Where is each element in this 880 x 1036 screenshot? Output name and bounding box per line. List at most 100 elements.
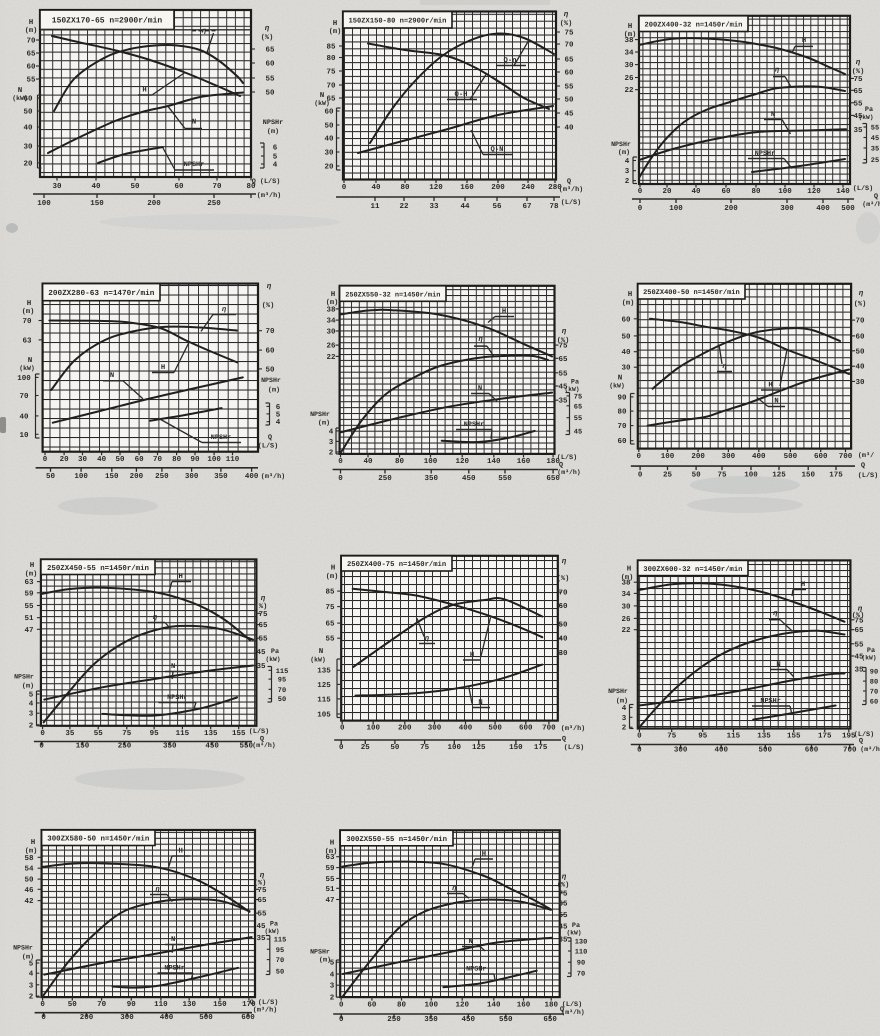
svg-text:50: 50 — [390, 743, 400, 752]
svg-text:140: 140 — [836, 187, 850, 196]
svg-text:200: 200 — [147, 199, 161, 208]
svg-text:N: N — [18, 87, 23, 95]
svg-text:(m): (m) — [325, 847, 338, 856]
svg-text:70: 70 — [564, 41, 574, 50]
svg-text:26: 26 — [624, 74, 634, 83]
svg-text:100: 100 — [661, 452, 675, 461]
svg-text:55: 55 — [24, 603, 34, 611]
svg-text:(L/S): (L/S) — [858, 472, 878, 480]
svg-text:300ZX580-50 n=1450r/min: 300ZX580-50 n=1450r/min — [47, 835, 149, 844]
svg-text:55: 55 — [265, 76, 275, 84]
svg-text:300: 300 — [722, 452, 736, 461]
svg-text:(%): (%) — [557, 574, 570, 583]
svg-text:110: 110 — [575, 949, 588, 957]
svg-text:250ZX400-50 n=1450r/min: 250ZX400-50 n=1450r/min — [643, 288, 740, 297]
svg-text:130: 130 — [575, 939, 588, 947]
svg-text:N: N — [771, 111, 775, 119]
svg-text:50: 50 — [46, 472, 56, 481]
svg-text:75: 75 — [717, 472, 727, 480]
svg-text:60: 60 — [23, 95, 33, 104]
svg-text:35: 35 — [256, 662, 266, 671]
svg-text:0: 0 — [638, 471, 643, 480]
svg-text:50: 50 — [130, 182, 140, 191]
svg-text:100: 100 — [37, 199, 51, 208]
svg-text:140: 140 — [487, 457, 501, 466]
svg-text:35: 35 — [854, 666, 864, 675]
svg-text:38: 38 — [326, 305, 336, 314]
svg-text:59: 59 — [325, 864, 335, 873]
svg-text:4: 4 — [625, 158, 630, 166]
svg-text:0: 0 — [342, 183, 347, 192]
svg-text:40: 40 — [23, 124, 33, 133]
svg-text:NPSHr: NPSHr — [464, 421, 484, 429]
svg-text:(kW): (kW) — [861, 655, 876, 662]
svg-text:95: 95 — [150, 729, 160, 738]
svg-text:NPSHr: NPSHr — [608, 688, 628, 695]
svg-text:175: 175 — [829, 472, 843, 480]
svg-text:70: 70 — [212, 182, 222, 191]
svg-text:65: 65 — [558, 355, 568, 364]
svg-text:(%): (%) — [262, 301, 275, 310]
svg-text:75: 75 — [257, 887, 267, 895]
svg-text:65: 65 — [26, 50, 36, 59]
svg-text:0: 0 — [39, 742, 44, 751]
svg-text:45: 45 — [854, 654, 864, 662]
svg-text:200: 200 — [398, 724, 412, 733]
svg-text:NPSHr: NPSHr — [261, 377, 281, 384]
svg-text:N: N — [618, 375, 623, 383]
svg-text:70: 70 — [326, 82, 336, 91]
svg-text:75: 75 — [854, 617, 864, 625]
svg-text:H: H — [27, 300, 32, 308]
svg-text:95: 95 — [698, 732, 708, 741]
svg-text:Pa: Pa — [572, 922, 580, 930]
svg-text:100: 100 — [366, 724, 380, 733]
svg-text:200ZX400-32 n=1450r/min: 200ZX400-32 n=1450r/min — [645, 20, 743, 29]
svg-text:(%): (%) — [255, 602, 268, 611]
svg-text:11: 11 — [370, 203, 380, 211]
svg-text:η: η — [222, 306, 227, 314]
svg-text:H: H — [470, 652, 474, 660]
svg-text:80: 80 — [395, 457, 405, 466]
svg-text:110: 110 — [154, 1000, 168, 1009]
svg-text:3: 3 — [29, 981, 34, 990]
svg-text:240: 240 — [521, 183, 535, 192]
svg-text:150: 150 — [90, 199, 104, 208]
svg-text:(m³/: (m³/ — [858, 452, 874, 460]
svg-text:700: 700 — [843, 746, 857, 755]
svg-text:160: 160 — [460, 183, 474, 192]
svg-text:70: 70 — [278, 687, 286, 695]
svg-text:5: 5 — [29, 692, 34, 700]
svg-text:135: 135 — [204, 729, 218, 738]
svg-text:500: 500 — [759, 746, 773, 755]
svg-text:50: 50 — [558, 621, 568, 630]
svg-text:55: 55 — [574, 415, 582, 423]
svg-text:η: η — [260, 872, 265, 880]
svg-text:45: 45 — [256, 923, 266, 931]
svg-text:35: 35 — [871, 146, 879, 154]
svg-text:34: 34 — [621, 590, 631, 599]
svg-text:90: 90 — [127, 1000, 137, 1009]
svg-text:45: 45 — [558, 384, 568, 392]
svg-text:60: 60 — [367, 1001, 377, 1010]
svg-text:3: 3 — [625, 167, 630, 176]
svg-text:(kW): (kW) — [566, 930, 581, 937]
svg-text:70: 70 — [26, 37, 36, 46]
svg-text:75: 75 — [564, 30, 574, 38]
svg-text:η: η — [856, 59, 861, 67]
svg-text:η: η — [267, 283, 272, 291]
svg-text:Q: Q — [560, 1006, 564, 1014]
svg-text:250: 250 — [387, 1015, 401, 1024]
svg-text:(%): (%) — [560, 19, 573, 28]
svg-text:100: 100 — [669, 204, 683, 213]
svg-text:67: 67 — [522, 202, 531, 211]
svg-text:75: 75 — [325, 604, 335, 612]
svg-text:50: 50 — [621, 332, 631, 341]
svg-text:115: 115 — [317, 696, 331, 704]
svg-text:78: 78 — [549, 202, 559, 211]
svg-text:H: H — [482, 851, 486, 859]
svg-text:50: 50 — [276, 969, 284, 977]
svg-text:(L/S): (L/S) — [562, 1001, 582, 1009]
svg-text:(m): (m) — [319, 957, 331, 965]
svg-text:Q: Q — [260, 736, 264, 744]
svg-text:75: 75 — [574, 393, 582, 401]
